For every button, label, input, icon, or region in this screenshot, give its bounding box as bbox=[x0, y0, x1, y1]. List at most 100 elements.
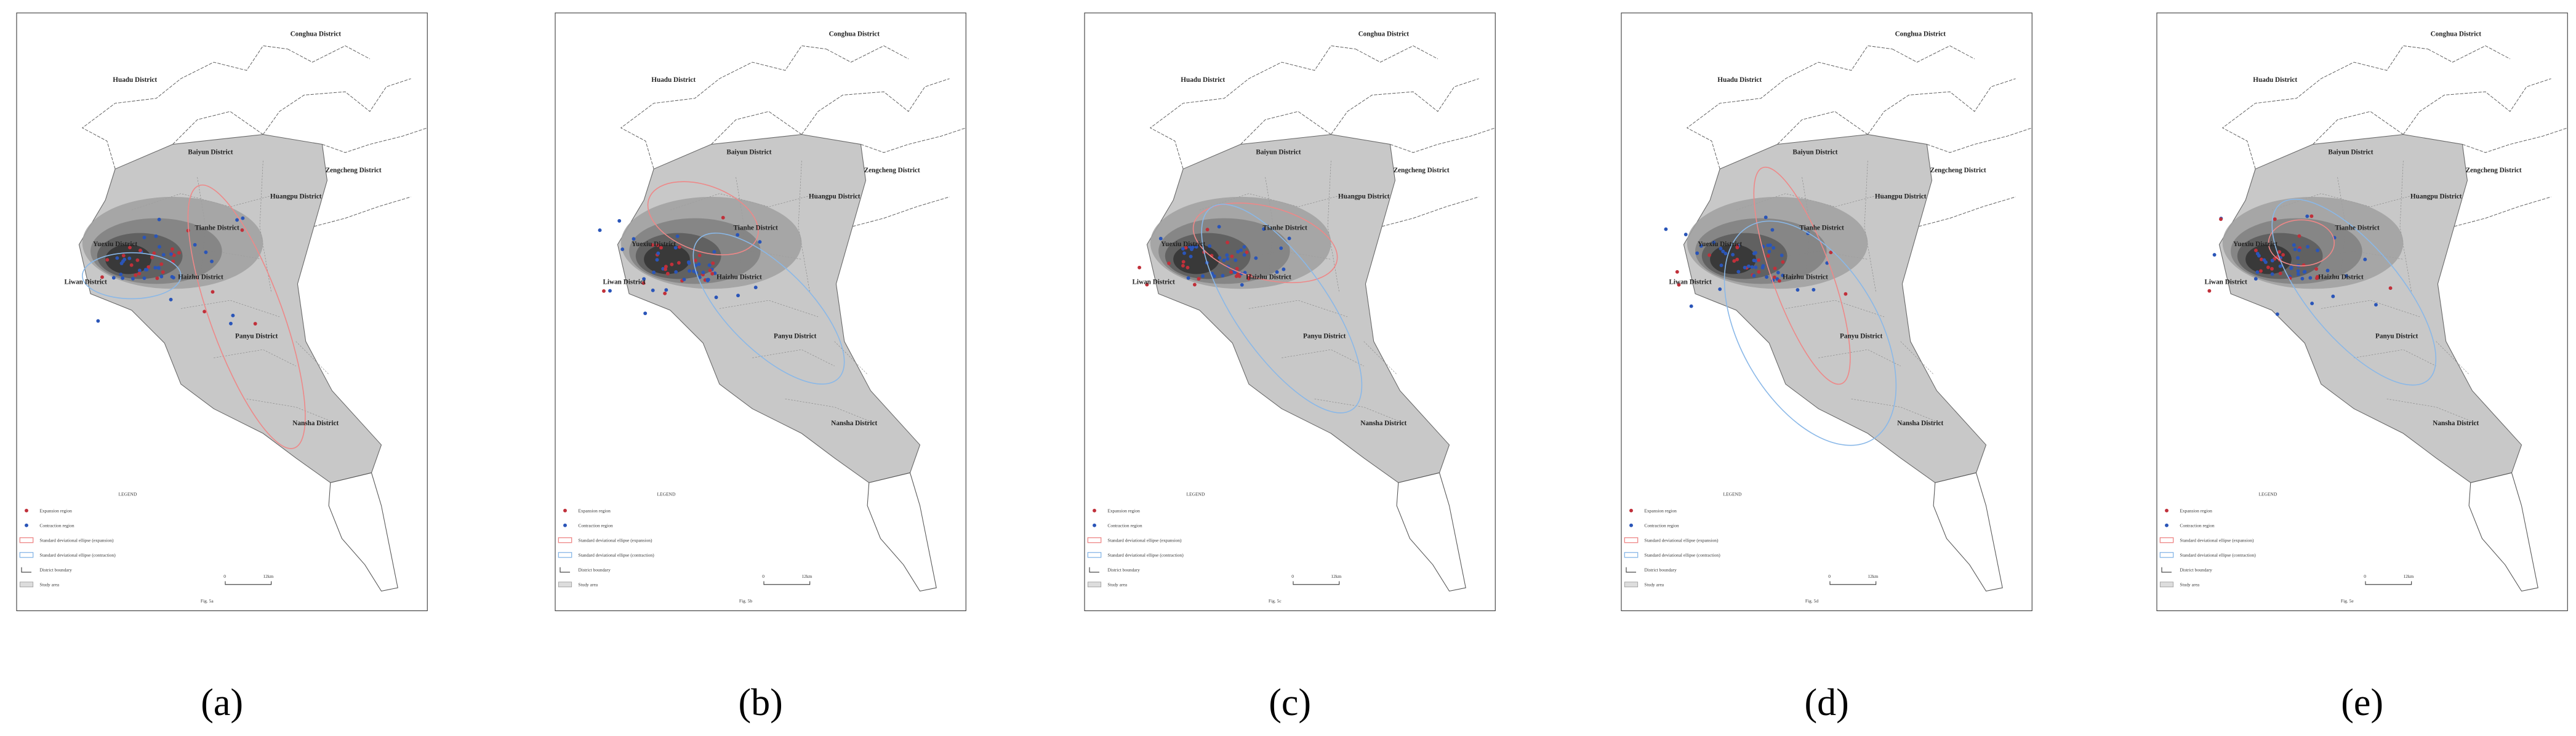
inner-boundary bbox=[1327, 161, 1340, 292]
contraction-point bbox=[2270, 272, 2274, 276]
district-label: Yuexiu District bbox=[1161, 241, 1205, 248]
boundary bbox=[1918, 196, 2016, 227]
district-label: Panyu District bbox=[774, 332, 817, 340]
legend-item: Standard deviational ellipse (contractio… bbox=[1107, 552, 1184, 558]
legend-item: District boundary bbox=[1644, 567, 1677, 572]
expansion-point bbox=[1167, 262, 1171, 265]
expansion-point bbox=[650, 243, 654, 247]
expansion-point bbox=[155, 276, 159, 281]
contraction-point bbox=[1275, 270, 1279, 274]
legend-item: Expansion region bbox=[1107, 508, 1140, 513]
district-label: Zengcheng District bbox=[1930, 167, 1986, 174]
contraction-point bbox=[1683, 233, 1688, 236]
legend-symbol bbox=[1624, 537, 1639, 543]
expansion-point bbox=[128, 246, 132, 250]
map-panel: Conghua District Huadu District Baiyun Dis… bbox=[555, 12, 966, 612]
contraction-point bbox=[1236, 250, 1240, 254]
contraction-point bbox=[1182, 251, 1186, 255]
legend-symbol bbox=[558, 552, 572, 558]
district-label: Liwan District bbox=[64, 278, 107, 286]
expansion-point bbox=[134, 273, 138, 277]
inner-boundary bbox=[1282, 349, 1364, 367]
contraction-point bbox=[1695, 251, 1699, 255]
contraction-point bbox=[121, 259, 125, 263]
inner-boundary bbox=[2436, 341, 2470, 375]
district-label: Panyu District bbox=[1303, 332, 1346, 340]
boundary bbox=[1355, 45, 1438, 63]
expansion-point bbox=[2278, 271, 2282, 276]
district-label: Nansha District bbox=[1897, 420, 1943, 427]
expansion-point bbox=[2219, 217, 2223, 222]
district-label: Haizhu District bbox=[1783, 273, 1828, 281]
contraction-point bbox=[673, 246, 678, 250]
contraction-point bbox=[1723, 252, 1728, 255]
legend-item: Study area bbox=[39, 582, 59, 587]
contraction-point bbox=[169, 297, 173, 302]
contraction-point bbox=[204, 250, 208, 254]
legend-item: District boundary bbox=[2180, 567, 2212, 572]
district-label: Nansha District bbox=[831, 420, 877, 427]
district-label: Baiyun District bbox=[1256, 149, 1301, 156]
legend-item: Study area bbox=[578, 582, 598, 587]
legend-item: Standard deviational ellipse (expansion) bbox=[578, 537, 652, 543]
figure-label: Fig. 5b bbox=[739, 598, 752, 604]
deviational-ellipse bbox=[647, 181, 759, 255]
expansion-point bbox=[2314, 267, 2319, 271]
contraction-point bbox=[1796, 288, 1800, 292]
contraction-point bbox=[758, 240, 762, 244]
contraction-point bbox=[2363, 257, 2367, 262]
district-label: Huangpu District bbox=[1338, 193, 1390, 201]
district-label: Baiyun District bbox=[188, 149, 233, 156]
nansha-coast bbox=[1396, 472, 1466, 592]
contraction-point bbox=[674, 270, 678, 274]
contraction-point bbox=[1664, 227, 1668, 231]
scale-distance: 12km bbox=[2403, 574, 2413, 579]
expansion-point bbox=[1181, 263, 1185, 268]
legend-item: Standard deviational ellipse (contractio… bbox=[2180, 552, 2256, 558]
contraction-point bbox=[651, 288, 655, 292]
contraction-point bbox=[692, 269, 696, 273]
contraction-point bbox=[736, 294, 740, 298]
legend-symbol bbox=[1089, 567, 1100, 573]
expansion-point bbox=[171, 247, 174, 251]
expansion-point bbox=[2309, 214, 2314, 218]
legend-item: Study area bbox=[1644, 582, 1664, 587]
legend-symbol bbox=[19, 582, 34, 588]
expansion-point bbox=[663, 291, 667, 295]
contraction-point bbox=[2212, 253, 2217, 257]
contraction-point bbox=[1158, 236, 1163, 241]
map-panel: Conghua District Huadu District Baiyun Dis… bbox=[16, 12, 428, 612]
district-label: Zengcheng District bbox=[1394, 167, 1450, 174]
contraction-point bbox=[143, 268, 148, 272]
expansion-point bbox=[1773, 266, 1777, 271]
boundary bbox=[1867, 78, 2016, 135]
scale-zero: 0 bbox=[762, 574, 764, 579]
contraction-point bbox=[2345, 274, 2348, 278]
expansion-point bbox=[665, 271, 670, 276]
contraction-point bbox=[127, 256, 132, 260]
legend-symbol bbox=[2165, 523, 2169, 527]
expansion-point bbox=[1184, 246, 1188, 250]
legend-item: Standard deviational ellipse (expansion) bbox=[1644, 537, 1719, 543]
expansion-point bbox=[1735, 257, 1739, 262]
contraction-point bbox=[229, 321, 233, 326]
expansion-point bbox=[100, 275, 104, 279]
district-label: Huadu District bbox=[1717, 76, 1762, 84]
legend-title: LEGEND bbox=[657, 492, 675, 497]
contraction-point bbox=[1781, 273, 1785, 278]
contraction-point bbox=[2270, 258, 2274, 263]
legend-item: Contraction region bbox=[1644, 522, 1679, 528]
contraction-point bbox=[2374, 303, 2378, 307]
legend-symbol bbox=[1624, 552, 1639, 558]
district-label: Huangpu District bbox=[2410, 193, 2462, 201]
contraction-point bbox=[235, 218, 239, 222]
contraction-point bbox=[705, 278, 710, 282]
district-label: Huangpu District bbox=[1875, 193, 1927, 201]
expansion-point bbox=[1707, 253, 1711, 257]
contraction-point bbox=[161, 253, 166, 257]
deviational-ellipse bbox=[692, 232, 845, 385]
contraction-point bbox=[2303, 270, 2307, 274]
boundary bbox=[2402, 78, 2551, 135]
panel-caption: (a) bbox=[201, 682, 243, 724]
expansion-point bbox=[2270, 266, 2274, 271]
